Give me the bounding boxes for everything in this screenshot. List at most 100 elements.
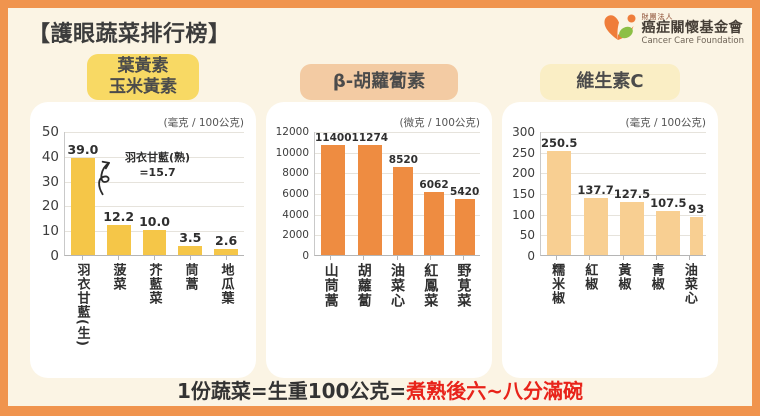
chart-vitamin-c-header: 維生素C [540,64,680,100]
serving-size-note: 1份蔬菜=生重100公克=煮熟後六~八分滿碗 [8,375,752,404]
bar [214,248,238,255]
x-axis-category: 茼蒿 [172,256,208,347]
chart-beta-carotene-unit-label: (微克 / 100公克) [399,117,480,129]
bar-value-label: 11274 [351,132,389,144]
y-axis-tick-label: 150 [512,187,535,201]
y-axis-tick-label: 100 [512,207,535,222]
bar-value-label: 39.0 [67,142,99,158]
chart-group-beta-carotene: β-胡蘿蔔素 (微克 / 100公克) 0 2000 4000 6000 8000 100… [266,64,492,378]
x-axis-category-label: 青椒 [648,263,664,291]
bar [357,145,382,255]
bar-slot: 11400 [315,132,352,255]
gridline [65,156,244,158]
y-axis-tick-label: 0 [527,249,535,263]
bar [689,216,703,255]
curly-arrow-icon [98,160,110,196]
x-axis-category: 山茼蒿 [314,256,347,308]
page-title: 【護眼蔬菜排行榜】 [28,22,231,47]
bar-value-label: 3.5 [179,230,202,246]
y-axis: 0 10 20 30 40 50 [38,124,64,264]
bar [583,198,608,255]
y-axis-tick-label: 300 [512,125,535,139]
x-axis-category: 菠菜 [100,256,136,347]
x-axis-category-label: 茼蒿 [182,263,198,291]
y-axis: 0 2000 4000 6000 8000 10000 12000 [274,126,314,262]
y-axis-tick-label: 30 [41,173,59,190]
x-axis-category-label: 油菜心 [681,263,697,305]
gridline [65,181,244,183]
bar-slot: 8520 [388,132,419,255]
bar-value-label: 6062 [419,179,449,192]
x-axis-category-label: 黃椒 [615,263,631,291]
chart-beta-carotene-plot: 0 2000 4000 6000 8000 10000 12000 11400 11274 852… [274,126,480,308]
chart-beta-carotene-panel: (微克 / 100公克) 0 2000 4000 6000 8000 10000 12000… [266,102,492,378]
bar-value-label: 10.0 [139,214,170,230]
bar-slot: 10.0 [137,132,173,255]
serving-size-note-highlight: 煮熟後六~八分滿碗 [406,379,583,403]
bar-slot: 93 [687,132,706,255]
x-axis-category: 油菜心 [380,256,413,308]
x-axis-tick [81,256,83,260]
x-axis-category: 芥藍菜 [136,256,172,347]
charts-row: 葉黃素 玉米黃素 (毫克 / 100公克) 0 10 20 30 40 50 39.0 12.… [30,54,730,378]
x-axis-category-label: 羽衣甘藍(生) [74,263,90,347]
y-axis-tick-label: 6000 [282,188,309,200]
chart-group-vitamin-c: 維生素C (毫克 / 100公克) 0 50 100 150 200 250 300 250.… [502,64,718,378]
bar-slot: 6062 [419,132,450,255]
gridline [65,132,244,133]
bar-slot: 39.0 [65,132,101,255]
bar-slot: 250.5 [541,132,577,255]
chart-body: 0 50 100 150 200 250 300 250.5 137.7 127.5 107.5 93 [510,125,706,263]
bar [423,192,445,255]
chart-lutein-plot: 0 10 20 30 40 50 39.0 12.2 10.0 3.5 2.6 羽衣甘藍(熟) =15… [38,124,244,347]
x-axis-tick [117,256,119,260]
logo-org-name: 癌症關懷基金會 [641,20,744,37]
chart-beta-carotene-header: β-胡蘿蔔素 [300,64,458,100]
gridline [541,194,706,195]
x-axis-category: 紅椒 [573,256,606,305]
x-axis-tick [589,256,591,260]
bars-container: 39.0 12.2 10.0 3.5 2.6 [65,132,244,255]
bar-slot: 11274 [351,132,389,255]
bar [71,158,95,255]
x-axis-category: 地瓜葉 [208,256,244,347]
bar-value-label: 2.6 [215,232,238,248]
y-axis-tick-label: 40 [41,148,59,165]
plot-area: 11400 11274 8520 6062 5420 [314,132,480,256]
y-axis-tick-label: 0 [50,248,59,264]
y-axis-tick-label: 20 [41,198,59,215]
foundation-logo: 財團法人 癌症關懷基金會 Cancer Care Foundation [602,12,744,48]
bars-container: 250.5 137.7 127.5 107.5 93 [541,132,706,255]
x-axis-category: 黃椒 [606,256,639,305]
x-axis-category: 胡蘿蔔 [347,256,380,308]
bar-value-label: 127.5 [613,187,651,202]
x-axis-tick [622,256,624,260]
chart-group-lutein: 葉黃素 玉米黃素 (毫克 / 100公克) 0 10 20 30 40 50 39.0 12.… [30,54,256,378]
bar [619,202,644,255]
x-axis-category-label: 地瓜葉 [218,263,234,305]
x-axis-tick [396,256,398,260]
x-axis-category-label: 紅鳳菜 [422,263,439,308]
bar-value-label: 250.5 [541,136,578,151]
bar [178,246,203,255]
x-axis-category-label: 山茼蒿 [322,263,339,308]
chart-body: 0 2000 4000 6000 8000 10000 12000 11400 11274 852… [274,126,480,262]
y-axis-tick-label: 4000 [282,208,309,221]
x-axis-category: 野莧菜 [447,256,480,308]
annotation-text: 羽衣甘藍(熟) =15.7 [125,151,191,180]
gridline [541,173,706,175]
y-axis-tick-label: 12000 [275,126,309,138]
chart-lutein-unit-label: (毫克 / 100公克) [163,117,244,129]
bar-slot: 5420 [449,132,480,255]
bar-slot: 137.7 [577,132,614,255]
gridline [65,206,244,208]
x-axis: 山茼蒿 胡蘿蔔 油菜心 紅鳳菜 野莧菜 [274,256,480,308]
bars-container: 11400 11274 8520 6062 5420 [315,132,480,255]
x-axis-tick [462,256,464,260]
chart-body: 0 10 20 30 40 50 39.0 12.2 10.0 3.5 2.6 羽衣甘藍(熟) =15… [38,124,244,264]
bar-slot: 2.6 [208,132,244,255]
gridline [315,152,480,154]
plot-area: 39.0 12.2 10.0 3.5 2.6 羽衣甘藍(熟) =15.7 [64,132,244,256]
x-axis-category-label: 糯米椒 [549,263,565,305]
y-axis-tick-label: 2000 [282,229,309,242]
